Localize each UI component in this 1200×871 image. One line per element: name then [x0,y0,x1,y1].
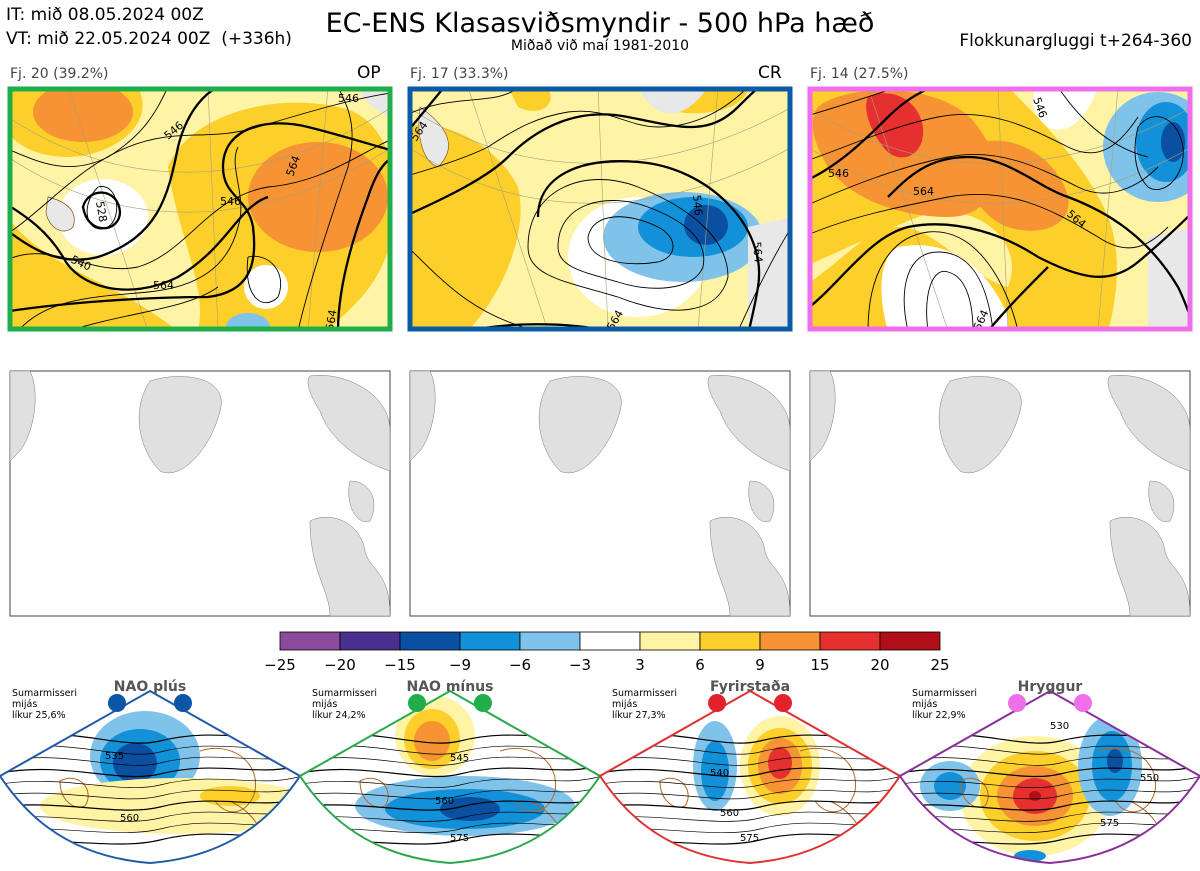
regime-dot [1008,694,1026,712]
anomaly-colorbar: −25 −20 −15 −9 −6 −3 3 6 9 15 20 25 [264,631,950,674]
page-subtitle: Miðað við maí 1981-2010 [510,38,690,54]
colorbar-tick-label: −25 [264,656,296,674]
regime-dot [108,694,126,712]
classification-window: Flokkunargluggi t+264-360 [959,31,1192,51]
contour-label: 564 [153,279,174,292]
colorbar-swatch [339,631,401,651]
regime-dot [174,694,192,712]
init-time: IT: mið 08.05.2024 00Z [6,5,204,25]
colorbar-swatch [579,631,641,651]
colorbar-tick-label: 25 [930,656,949,674]
cluster-3-frame [807,86,1193,332]
anomaly-area [1029,791,1041,801]
colorbar-tick-label: 6 [695,656,705,674]
cluster-2-map: 564 546 564 564 [407,86,793,332]
empty-map-3 [809,370,1191,617]
colorbar-tick-label: 15 [810,656,829,674]
contour-label: 560 [120,813,139,824]
contour-label: 560 [435,796,454,807]
colorbar-tick-label: −15 [384,656,416,674]
regime-info: Sumarmisseri mijás líkur 22,9% [912,688,978,721]
regime-dot [708,694,726,712]
anomaly-area [1107,749,1123,773]
colorbar-tick-label: 9 [755,656,765,674]
colorbar-swatch [519,631,581,651]
cluster-1-frame [7,86,393,332]
cluster-1-label: Fj. 20 (39.2%) [10,66,109,82]
contour-label: 564 [750,241,765,263]
regime-info: Sumarmisseri mijás líkur 27,3% [612,688,678,721]
colorbar-swatch [879,631,941,651]
regime-dot [774,694,792,712]
colorbar-swatch [759,631,821,651]
contour-label: 535 [105,751,124,762]
empty-map-1 [9,370,391,617]
cluster-3-label: Fj. 14 (27.5%) [810,66,909,82]
regime-frame [598,689,902,865]
colorbar-swatch [819,631,881,651]
cluster-1-code: OP [357,63,381,83]
regime-name: NAO plús [114,679,186,695]
cluster-1-map: 546 546 564 546 564 528 540 564 [7,86,393,332]
contour-label: 560 [720,808,739,819]
colorbar-swatch [639,631,701,651]
contour-label: 530 [1050,721,1069,732]
contour-label: 550 [1140,773,1159,784]
regime-name: Fyrirstaða [710,679,790,695]
colorbar-tick-label: 3 [635,656,645,674]
contour-label: 564 [913,185,934,198]
empty-map-2 [409,370,791,617]
anomaly-area [113,743,157,783]
contour-label: 545 [450,753,469,764]
contour-label: 540 [710,768,729,779]
regime-dot [474,694,492,712]
anomaly-area [768,747,792,779]
contour-label: 546 [828,167,849,180]
colorbar-swatch [459,631,521,651]
contour-label: 528 [93,200,109,223]
colorbar-swatch [399,631,461,651]
cluster-2-code: CR [758,63,782,83]
cluster-2-label: Fj. 17 (33.3%) [410,66,509,82]
regime-frame [298,689,602,865]
contour-label: 575 [740,833,759,844]
contour-label: 546 [338,92,359,105]
colorbar-tick-label: −9 [449,656,471,674]
colorbar-swatch [699,631,761,651]
colorbar-swatch [279,631,341,651]
regime-info: Sumarmisseri mijás líkur 24,2% [312,688,378,721]
valid-time: VT: mið 22.05.2024 00Z (+336h) [6,29,292,49]
regime-dot [408,694,426,712]
regime-frame [0,689,302,865]
anomaly-area [414,721,450,761]
contour-label: 575 [450,833,469,844]
anomaly-area [40,778,300,834]
contour-label: 575 [1100,818,1119,829]
contour-label: 546 [690,194,705,216]
colorbar-tick-label: −3 [569,656,591,674]
regime-map: 545 560 575 NAO mínus [298,679,602,865]
regime-map: 535 560 NAO plús [0,679,302,865]
regime-map: 540 560 575 Fyrirstaða [598,679,902,865]
colorbar-tick-label: −20 [324,656,356,674]
contour-label: 564 [323,309,339,332]
contour-label: 546 [220,195,241,208]
regime-name: Hryggur [1018,679,1083,695]
regime-info: Sumarmisseri mijás líkur 25,6% [12,688,78,721]
anomaly-area [934,772,966,800]
page-title: EC-ENS Klasasviðsmyndir - 500 hPa hæð [325,8,875,39]
regime-dot [1074,694,1092,712]
regime-map: 530 550 575 Hryggur [898,679,1200,865]
cluster-2-frame [407,86,793,332]
cluster-3-map: 546 546 564 564 564 [807,86,1193,332]
regime-name: NAO mínus [407,679,494,695]
colorbar-tick-label: 20 [870,656,889,674]
regime-frame [898,689,1200,865]
colorbar-tick-label: −6 [509,656,531,674]
